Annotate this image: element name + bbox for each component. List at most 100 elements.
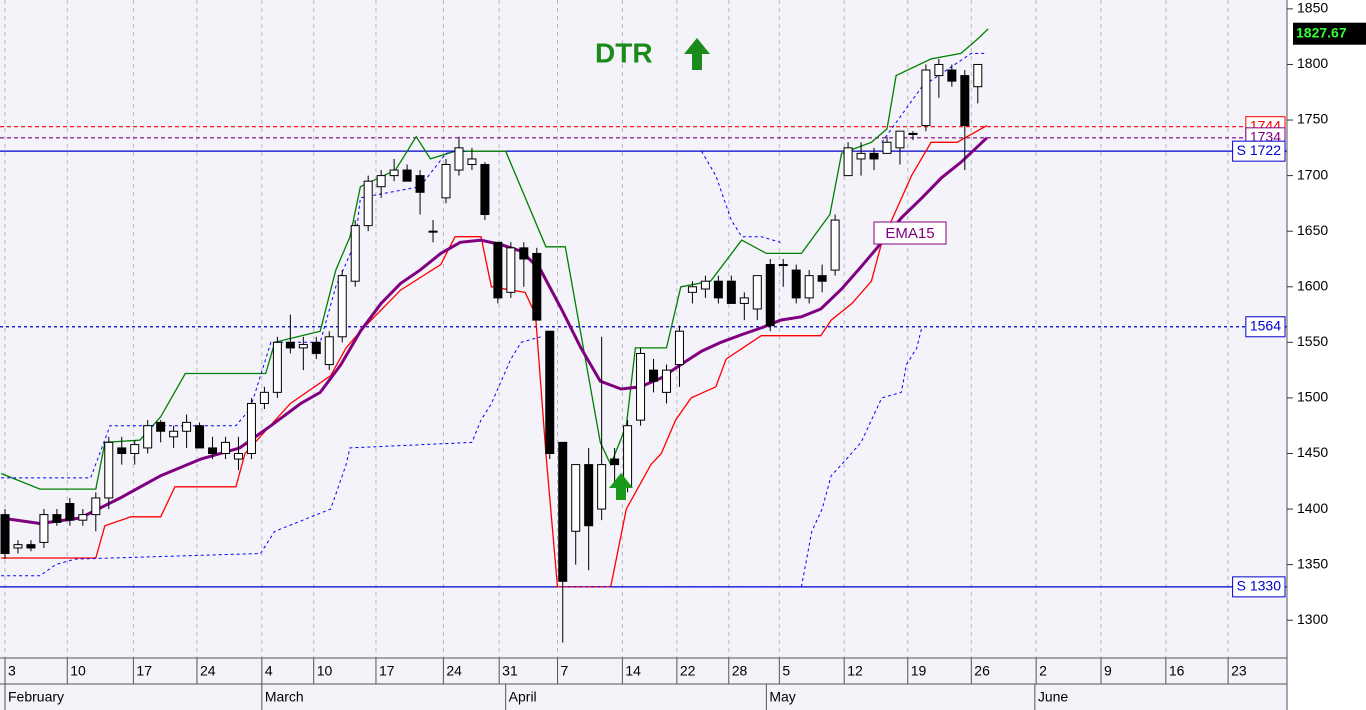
candle-body [169, 430, 179, 438]
candle-body [687, 286, 697, 293]
x-tick-label: 17 [136, 663, 152, 679]
candle-body [311, 341, 321, 354]
candle-body [363, 180, 373, 227]
candle-body [778, 264, 788, 267]
y-tick-label: 1600 [1297, 277, 1328, 293]
indicator-line [1, 326, 923, 588]
candle-body [233, 452, 243, 460]
month-label: June [1038, 689, 1069, 705]
candle-body [739, 297, 749, 304]
level-label: 1564 [1250, 317, 1281, 333]
y-tick-label: 1400 [1297, 500, 1328, 516]
x-tick-label: 10 [70, 663, 86, 679]
candle-body [571, 464, 581, 532]
y-tick-label: 1550 [1297, 333, 1328, 349]
month-label: April [509, 689, 537, 705]
month-label: May [769, 689, 795, 705]
x-tick-label: 17 [379, 663, 395, 679]
grid [4, 0, 1229, 658]
candle-body [960, 75, 970, 127]
candle-body [506, 247, 516, 293]
candle-body [65, 503, 75, 521]
candle-body [921, 69, 931, 127]
indicator-line [0, 136, 988, 526]
candle-body [26, 544, 36, 549]
candle-body [661, 369, 671, 393]
candle-body [947, 69, 957, 82]
y-axis-background [1287, 0, 1366, 710]
candle-body [259, 391, 269, 404]
candle-body [350, 225, 360, 282]
candle-body [285, 341, 295, 349]
candle-body [623, 425, 633, 488]
candles [0, 58, 983, 643]
candle-body [636, 352, 646, 421]
candle-body [389, 169, 399, 177]
candle-body [558, 441, 568, 582]
candle-body [519, 247, 529, 260]
candle-body [39, 514, 49, 543]
x-tick-label: 2 [1039, 663, 1047, 679]
candle-body [272, 341, 282, 393]
candle-body [713, 280, 723, 299]
candle-body [882, 141, 892, 154]
candle-body [584, 464, 594, 527]
candle-body [532, 252, 542, 321]
last-price-label: 1827.67 [1296, 24, 1347, 40]
y-tick-label: 1650 [1297, 222, 1328, 238]
month-label: February [8, 689, 64, 705]
candle-body [856, 152, 866, 160]
candle-body [454, 147, 464, 171]
x-tick-label: 19 [911, 663, 927, 679]
candle-body [246, 402, 256, 454]
level-label: S 1722 [1237, 142, 1282, 158]
candle-body [415, 175, 425, 193]
last-price-box [1293, 22, 1366, 45]
x-tick-label: 5 [782, 663, 790, 679]
plot-background [0, 0, 1287, 658]
x-tick-label: 9 [1104, 663, 1112, 679]
y-tick-label: 1850 [1297, 0, 1328, 16]
candle-body [817, 275, 827, 282]
chart-title: DTR [595, 37, 653, 68]
x-tick-label: 26 [974, 663, 990, 679]
indicator-line [1, 52, 987, 479]
candle-body [480, 164, 490, 216]
ema-label-box [873, 221, 947, 245]
x-tick-label: 24 [200, 663, 216, 679]
x-tick-label: 7 [561, 663, 569, 679]
candle-body [791, 269, 801, 299]
candle-body [752, 275, 762, 310]
candle-body [78, 514, 88, 521]
candle-body [91, 497, 101, 516]
candle-body [908, 132, 918, 135]
candle-body [804, 275, 814, 299]
x-tick-label: 14 [625, 663, 641, 679]
up-arrow-icon [684, 38, 710, 70]
candle-body [337, 275, 347, 338]
candle-body [467, 158, 477, 165]
x-tick-label: 10 [317, 663, 333, 679]
level-label-box [1245, 316, 1286, 338]
y-tick-label: 1800 [1297, 55, 1328, 71]
candle-body [221, 441, 231, 454]
candle-body [195, 425, 205, 449]
level-label-box [1232, 140, 1286, 162]
candle-body [298, 344, 308, 349]
candle-body [597, 464, 607, 510]
candle-body [0, 514, 10, 555]
candle-body [726, 280, 736, 304]
candle-body [52, 514, 62, 523]
x-tick-label: 23 [1231, 663, 1247, 679]
x-tick-label: 4 [265, 663, 273, 679]
candle-body [649, 369, 659, 382]
y-tick-label: 1750 [1297, 111, 1328, 127]
level-label-box [1232, 576, 1286, 598]
x-tick-label: 16 [1169, 663, 1185, 679]
y-tick-label: 1300 [1297, 611, 1328, 627]
candle-body [117, 447, 127, 454]
candle-body [610, 458, 620, 466]
